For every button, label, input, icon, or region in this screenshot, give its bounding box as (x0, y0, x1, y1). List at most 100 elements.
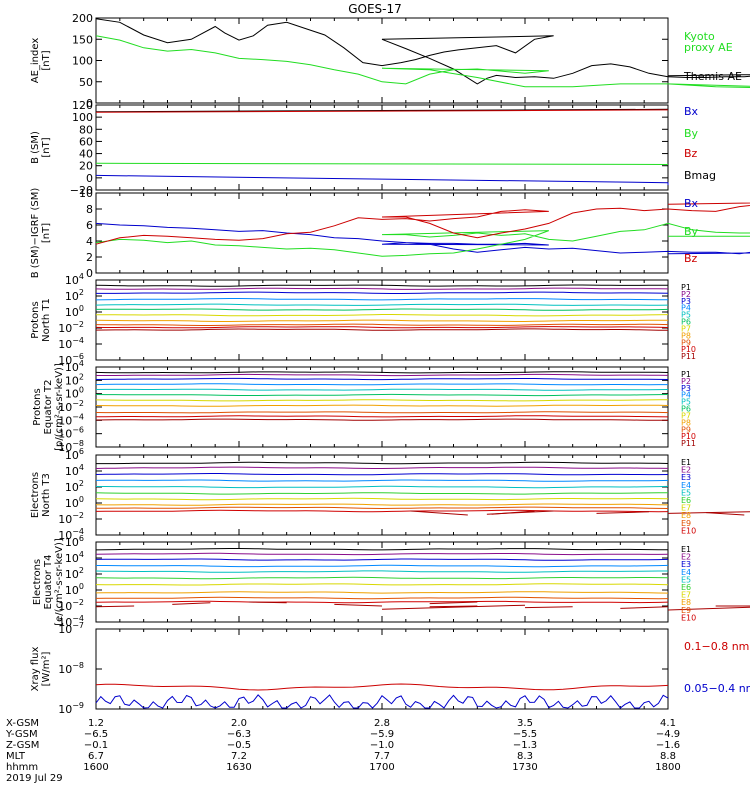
legend-item-bx: Bx (684, 197, 699, 210)
y-tick-exponent: −2 (72, 511, 84, 520)
legend-line: By (684, 127, 699, 140)
panel-frame (95, 192, 669, 274)
y-tick-label: 2 (86, 251, 93, 264)
y-tick-exponent: −2 (72, 320, 84, 329)
legend-item-p6: P6 (681, 405, 691, 414)
y-tick-label: 50 (79, 76, 93, 89)
panel-e_equator: ElectronsEquator T4[e/(cm²-s-sr-keV)] 106… (32, 534, 750, 629)
series-fragment (410, 510, 468, 516)
y-tick-exponent: 6 (79, 534, 84, 543)
series-fragment (429, 605, 478, 608)
y-tick-label: 100 (72, 111, 93, 124)
y-axis-label-line: B (SM) (30, 131, 41, 164)
x-axis-value: 1700 (369, 762, 394, 773)
y-axis-label-line: Equator T4 (43, 555, 54, 610)
y-tick-exponent: 6 (79, 447, 84, 456)
legend-item-p4: P4 (681, 304, 691, 313)
y-axis-label: ElectronsNorth T3 (30, 472, 52, 518)
y-axis-label-line: [p/(cm²-s-sr-keV)] (54, 363, 65, 451)
y-axis-label: Xray flux[W/m²] (30, 647, 52, 692)
x-axis-value: −6.3 (227, 729, 251, 740)
legend-item-by: By (684, 127, 699, 140)
legend-item-bmag: Bmag (684, 169, 716, 182)
y-tick-label: 20 (79, 160, 93, 173)
series-line-p4 (95, 298, 669, 301)
series-fragment (95, 605, 135, 608)
series-line-bz (95, 202, 750, 245)
series-line-p5 (95, 303, 669, 306)
y-tick-exponent: 2 (79, 372, 84, 381)
series-line-p8 (95, 404, 669, 407)
plot-date: 2019 Jul 29 (6, 773, 63, 784)
series-line-p9 (95, 323, 669, 326)
y-tick-label: 0 (86, 267, 93, 280)
legend-item-p2: P2 (681, 290, 691, 299)
y-tick-label: 106 (65, 447, 84, 462)
legend-item-p7: P7 (681, 411, 691, 420)
legend-item-e1: E1 (681, 545, 691, 554)
y-axis-label-line: [e/(cm²-s-sr-keV)] (54, 538, 65, 626)
legend-item-p1: P1 (681, 370, 691, 379)
series-line-e7 (95, 497, 669, 501)
y-tick-label: 100 (72, 55, 93, 68)
y-tick-exponent: 0 (79, 582, 84, 591)
series-line-p2 (96, 373, 669, 377)
y-axis-label: ProtonsEquator T2[p/(cm²-s-sr-keV)] (32, 363, 65, 451)
y-tick-label: 200 (72, 12, 93, 25)
legend-item-e3: E3 (681, 473, 691, 482)
series-fragment (381, 604, 526, 610)
y-axis-label-line: [W/m²] (41, 651, 52, 686)
series-fragment (596, 511, 649, 514)
legend-item-e10: E10 (681, 526, 696, 535)
y-tick-exponent: 4 (79, 359, 84, 368)
y-axis-label-line: Protons (32, 388, 43, 425)
y-tick-exponent: 2 (79, 288, 84, 297)
x-axis-value: 6.7 (88, 751, 104, 762)
legend-item-e7: E7 (681, 591, 691, 600)
y-axis-label: ElectronsEquator T4[e/(cm²-s-sr-keV)] (32, 538, 65, 626)
y-tick-exponent: −8 (72, 439, 84, 448)
series-line-e10 (95, 509, 669, 513)
legend-line: By (684, 225, 699, 238)
x-axis-row-label: Z-GSM (6, 740, 39, 751)
y-tick-label: 10−7 (58, 621, 84, 636)
y-tick-label: 10−2 (58, 511, 84, 526)
y-axis-label-line: [nT] (41, 50, 52, 70)
legend-item-p7: P7 (681, 324, 691, 333)
y-tick-label: 0 (86, 97, 93, 110)
y-tick-label: 10−4 (58, 336, 84, 351)
legend-item-themis-ae: Themis AE (683, 70, 742, 83)
series-line-bx (95, 174, 669, 186)
panel-p_equator: ProtonsEquator T2[p/(cm²-s-sr-keV)] 10410… (32, 359, 696, 454)
y-tick-label: 10 (79, 187, 93, 200)
series-line-p10 (95, 326, 669, 329)
x-axis-value: 8.3 (517, 751, 533, 762)
series-line-p6 (95, 308, 669, 311)
x-axis-value: 7.2 (231, 751, 247, 762)
legend-item-p11: P11 (681, 439, 696, 448)
y-tick-label: −20 (70, 184, 93, 197)
legend-item-p9: P9 (681, 338, 691, 347)
series-line-xray-short (95, 694, 669, 709)
legend-item-e6: E6 (681, 496, 691, 505)
panel-xray: Xray flux[W/m²] 10−7 10−8 10−9 0.1−0.8 nm 0.0… (30, 621, 750, 716)
legend-item-0.05−0.4-nm: 0.05−0.4 nm (684, 682, 750, 695)
series-line-xray-long (95, 683, 669, 691)
legend-item-0.1−0.8-nm: 0.1−0.8 nm (684, 640, 749, 653)
y-tick-label: 100 (65, 495, 84, 510)
y-tick-exponent: 2 (79, 479, 84, 488)
legend-line: 0.05−0.4 nm (684, 682, 750, 695)
x-axis-value: 3.5 (517, 718, 533, 729)
y-tick-exponent: 0 (79, 386, 84, 395)
y-tick-label: 10−8 (58, 661, 84, 676)
legend-item-p6: P6 (681, 318, 691, 327)
y-tick-label: 106 (65, 534, 84, 549)
x-axis-row-label: MLT (6, 751, 26, 762)
legend-item-e6: E6 (681, 583, 691, 592)
panel-frame (95, 454, 669, 536)
series-line-e8 (95, 591, 669, 594)
y-tick-label: 104 (65, 272, 84, 287)
y-tick-exponent: −6 (72, 426, 84, 435)
series-fragment (667, 511, 750, 514)
